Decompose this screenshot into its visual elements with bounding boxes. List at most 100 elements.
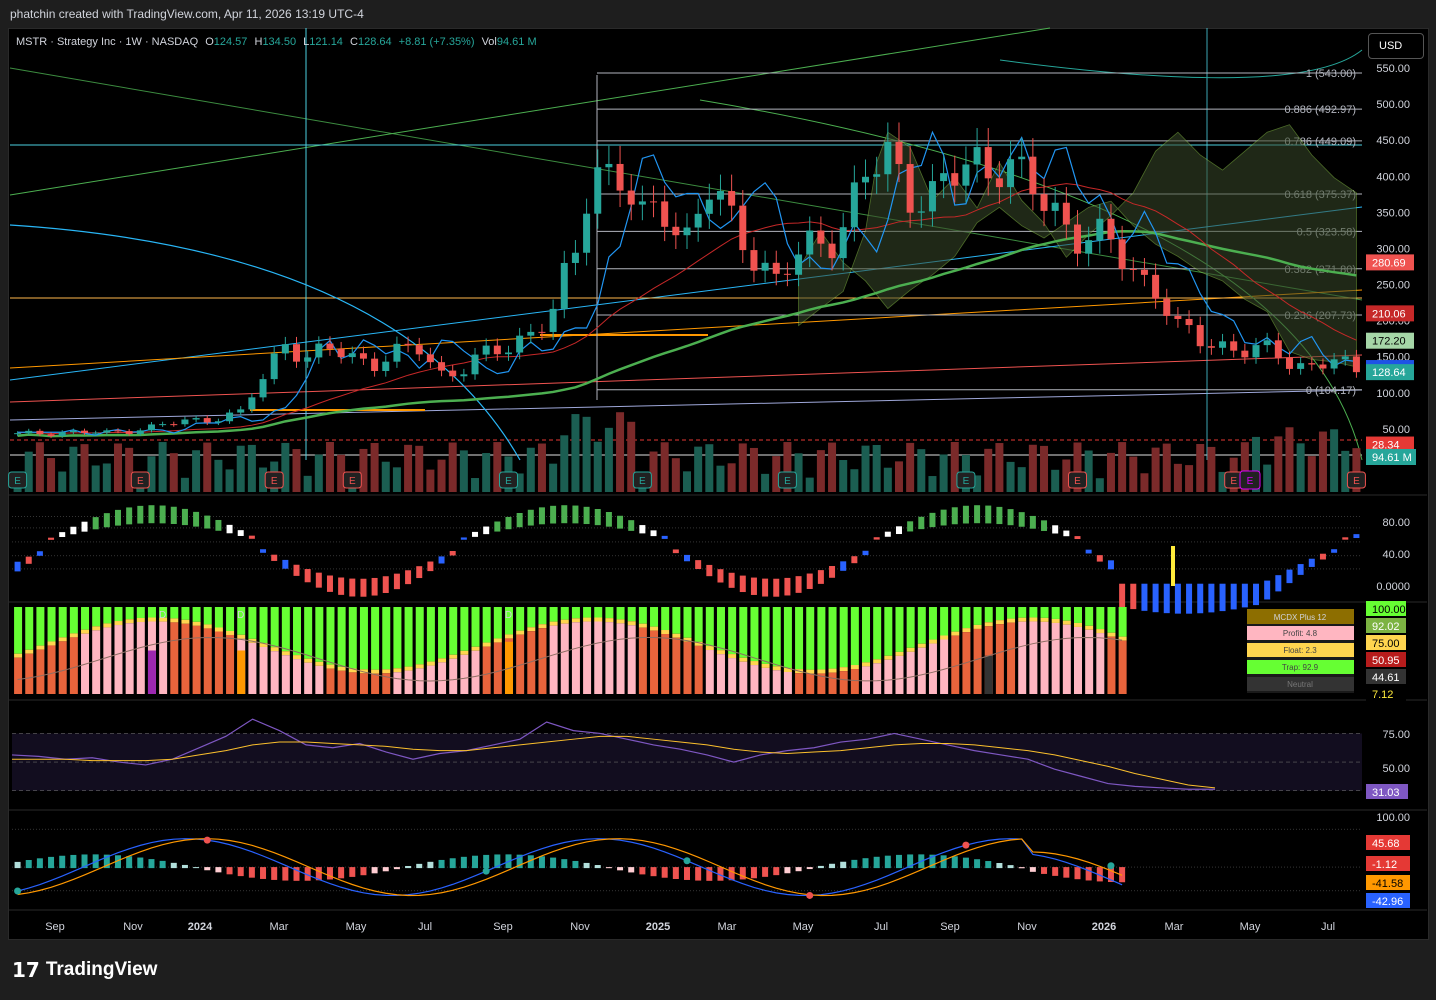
candle-body (1330, 359, 1338, 369)
volume-bar (214, 459, 223, 492)
mcdx-tag-label: 100.00 (1372, 604, 1406, 616)
mcdx-float-bar (114, 621, 123, 626)
mcdx-profit-bar (906, 651, 915, 694)
mcdx-profit-bar (650, 630, 659, 694)
ma-long-green (17, 229, 1357, 438)
mcdx-profit-bar (951, 635, 960, 694)
volume-bar (537, 443, 546, 492)
volume-bar (102, 463, 111, 492)
candle-body (928, 181, 936, 212)
mcdx-profit-bar (371, 673, 380, 694)
candle-body (1040, 194, 1048, 211)
tradingview-logo[interactable]: 𝟭𝟳 TradingView (12, 958, 157, 982)
mcdx-float-bar (538, 624, 547, 629)
macd-hist-bar (605, 867, 612, 869)
price-tag-label: 94.61 M (1372, 452, 1412, 464)
macd-hist-bar (1052, 867, 1059, 876)
osc-bar (695, 560, 702, 570)
mcdx-tag (1366, 601, 1406, 616)
mcdx-profit-bar (806, 673, 815, 694)
open-label: O (205, 36, 214, 48)
mcdx-float-bar (1007, 618, 1016, 623)
close-label: C (350, 36, 358, 48)
volume-bar (1341, 450, 1350, 492)
price-tag-label: 172.20 (1372, 336, 1406, 348)
volume-bar (1240, 442, 1249, 492)
macd-hist-bar (494, 854, 501, 869)
mcdx-float-bar (192, 621, 201, 626)
candle-body (1029, 156, 1037, 195)
mcdx-float-bar (449, 654, 458, 659)
osc-bar (248, 535, 255, 539)
volume-bar (91, 465, 100, 492)
osc-bar (315, 572, 322, 588)
mcdx-float-bar (393, 668, 402, 673)
price-tick-label: 500.00 (1376, 99, 1410, 111)
volume-bar (705, 444, 714, 492)
mcdx-profit-bar (895, 655, 904, 694)
osc-bar (684, 554, 690, 562)
osc-bar (1319, 553, 1326, 560)
osc-bar (1074, 536, 1081, 540)
mcdx-float-bar (694, 641, 703, 646)
candle-body (951, 173, 959, 186)
mcdx-marker-neutral (984, 655, 993, 694)
volume-bar (281, 442, 290, 492)
mcdx-trap-bar (973, 607, 982, 625)
candle-body (1308, 363, 1316, 365)
macd-tick-label: -42.96 (1372, 896, 1403, 908)
volume-bar (1207, 446, 1216, 492)
candle-body (962, 164, 970, 186)
mcdx-float-bar (839, 667, 848, 672)
ma-red (17, 183, 1357, 435)
mcdx-float-bar (739, 657, 748, 662)
osc-bar (1286, 569, 1293, 584)
osc-bar (985, 505, 992, 524)
volume-bar (370, 442, 379, 492)
mcdx-profit-bar (683, 641, 692, 694)
macd-hist-bar (70, 854, 77, 869)
macd-hist-bar (449, 858, 456, 869)
mcdx-trap-bar (1018, 607, 1027, 618)
macd-hist-bar (728, 867, 735, 881)
mcdx-trap-bar (549, 607, 558, 622)
candle-body (761, 262, 769, 271)
trendline-green-up (9, 27, 1051, 196)
candle-body (426, 354, 434, 363)
mcdx-profit-bar (995, 624, 1004, 694)
currency-button[interactable]: USD (1368, 33, 1424, 59)
osc-bar (806, 573, 813, 589)
mcdx-trap-bar (928, 607, 937, 640)
mcdx-profit-bar (694, 645, 703, 694)
mcdx-trap-bar (482, 607, 491, 643)
earnings-icon (8, 471, 28, 489)
osc-bar (1353, 534, 1360, 539)
candle-body (1297, 363, 1305, 369)
candle-body (862, 176, 870, 183)
mcdx-trap-bar (716, 607, 725, 651)
mcdx-float-bar (527, 627, 536, 632)
mcdx-trap-bar (806, 607, 815, 670)
candle-body (839, 227, 847, 259)
osc-bar (371, 577, 378, 596)
volume-bar (1040, 445, 1049, 492)
osc-bar (1130, 583, 1137, 610)
mcdx-trap-bar (873, 607, 882, 660)
volume-bar (147, 456, 156, 492)
mcdx-legend-label: Neutral (1287, 680, 1313, 689)
high-label: H (254, 36, 263, 48)
osc-bar (1096, 555, 1103, 562)
mcdx-trap-bar (594, 607, 603, 618)
osc-bar (550, 505, 557, 524)
mcdx-profit-bar (114, 625, 123, 694)
osc-bar (483, 526, 490, 535)
candle-body (1118, 239, 1126, 269)
mcdx-profit-bar (761, 667, 770, 694)
macd-hist-bar (907, 854, 914, 869)
mcdx-trap-bar (181, 607, 190, 620)
mcdx-trap-bar (705, 607, 714, 647)
macd-signal-line (17, 838, 1123, 897)
symbol-name[interactable]: MSTR · Strategy Inc · 1W · NASDAQ (16, 36, 199, 48)
mcdx-profit-bar (661, 634, 670, 694)
